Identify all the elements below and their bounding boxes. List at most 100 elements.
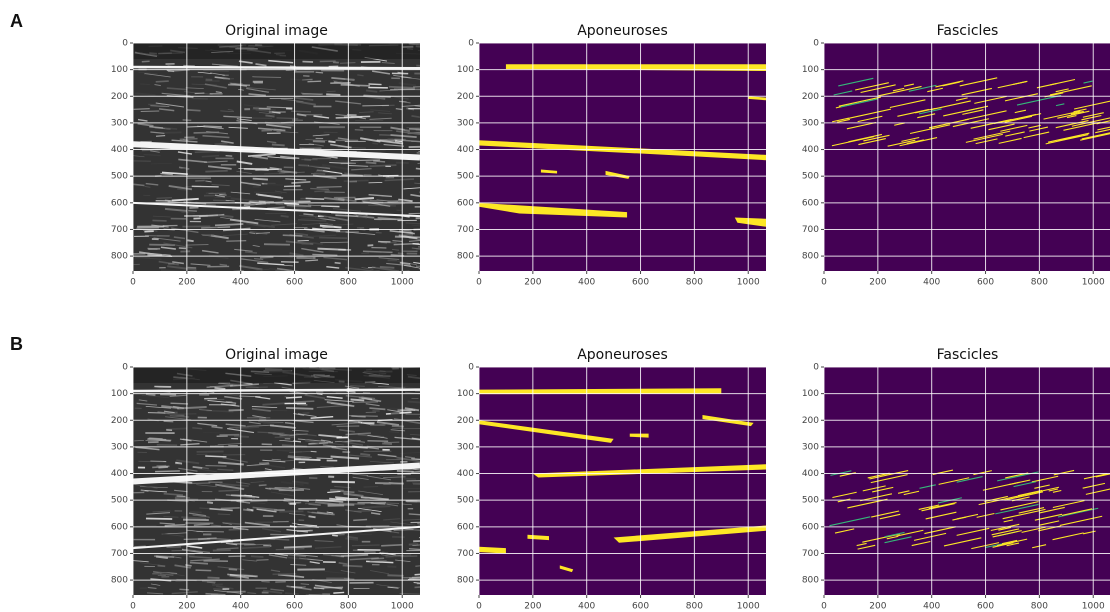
speckle: [397, 471, 414, 472]
speckle: [205, 456, 226, 457]
speckle: [424, 397, 444, 399]
x-tick-label: 1000: [1082, 602, 1105, 612]
y-tick-label: 200: [111, 416, 128, 426]
mask-background: [824, 367, 1110, 595]
x-tick-label: 600: [286, 278, 303, 288]
speckle: [188, 267, 197, 268]
speckle: [423, 66, 446, 70]
speckle: [413, 540, 433, 541]
y-tick-label: 300: [111, 442, 128, 452]
speckle: [354, 511, 372, 512]
speckle: [169, 414, 196, 415]
x-tick-label: 400: [578, 602, 595, 612]
y-tick-label: 700: [802, 225, 819, 235]
mask-background: [824, 43, 1110, 271]
aponeurosis-line: [133, 390, 420, 391]
speckle: [399, 101, 406, 102]
image-panel: [824, 43, 1110, 271]
speckle: [424, 89, 436, 91]
speckle: [136, 526, 156, 527]
y-tick-label: 700: [802, 549, 819, 559]
speckle: [204, 399, 224, 400]
speckle: [425, 148, 448, 152]
y-tick-label: 200: [802, 92, 819, 102]
speckle: [203, 126, 222, 127]
speckle: [408, 402, 427, 403]
speckle: [309, 516, 316, 517]
y-tick-label: 0: [122, 363, 128, 373]
speckle: [134, 109, 150, 110]
speckle: [207, 502, 213, 503]
y-tick-label: 600: [802, 522, 819, 532]
speckle: [194, 132, 220, 133]
image-panel: [479, 43, 766, 271]
y-tick-label: 800: [802, 576, 819, 586]
speckle: [304, 159, 311, 160]
speckle: [381, 545, 402, 546]
y-tick-label: 500: [457, 172, 474, 182]
speckle: [422, 152, 433, 153]
speckle: [382, 271, 409, 272]
y-tick-label: 600: [111, 522, 128, 532]
speckle: [205, 466, 226, 467]
speckle: [412, 577, 431, 578]
y-tick-label: 400: [802, 145, 819, 155]
speckle: [286, 408, 313, 409]
x-tick-label: 400: [923, 278, 940, 288]
panel-title: Aponeuroses: [577, 347, 668, 363]
speckle: [205, 171, 227, 172]
speckle: [301, 584, 309, 585]
speckle: [229, 410, 244, 411]
panel-letter: A: [10, 11, 23, 31]
x-tick-label: 200: [869, 602, 886, 612]
y-tick-label: 500: [802, 496, 819, 506]
speckle: [251, 556, 264, 557]
speckle: [427, 423, 452, 425]
speckle: [366, 162, 377, 163]
x-tick-label: 400: [578, 278, 595, 288]
y-tick-label: 700: [111, 225, 128, 235]
x-tick-label: 800: [340, 602, 357, 612]
speckle: [406, 501, 430, 502]
y-tick-label: 600: [457, 198, 474, 208]
speckle: [372, 143, 378, 144]
speckle: [229, 569, 237, 570]
speckle: [149, 438, 162, 439]
speckle: [185, 245, 208, 246]
speckle: [218, 514, 230, 515]
x-tick-label: 600: [977, 278, 994, 288]
speckle: [202, 581, 216, 582]
y-tick-label: 200: [457, 92, 474, 102]
y-tick-label: 400: [457, 469, 474, 479]
top-edge: [133, 43, 420, 59]
mask-background: [479, 367, 766, 595]
speckle: [246, 387, 268, 388]
speckle: [185, 565, 191, 566]
speckle: [350, 271, 379, 272]
speckle: [426, 232, 447, 233]
speckle: [352, 545, 380, 546]
speckle: [400, 594, 428, 595]
speckle: [419, 117, 438, 120]
speckle: [364, 487, 379, 488]
speckle: [156, 81, 169, 82]
speckle: [428, 92, 453, 94]
x-tick-label: 200: [524, 278, 541, 288]
speckle: [341, 85, 370, 86]
panel-title: Original image: [225, 347, 328, 363]
speckle: [368, 84, 381, 85]
y-tick-label: 300: [457, 442, 474, 452]
speckle: [165, 128, 177, 129]
speckle: [187, 126, 205, 127]
y-tick-label: 800: [111, 252, 128, 262]
speckle: [427, 585, 439, 586]
panel-title: Fascicles: [937, 23, 999, 39]
y-tick-label: 300: [802, 442, 819, 452]
speckle: [404, 479, 416, 480]
speckle: [305, 260, 318, 261]
speckle: [307, 81, 321, 82]
image-panel: [479, 367, 766, 595]
speckle: [326, 94, 340, 95]
speckle: [370, 165, 397, 166]
speckle: [281, 216, 289, 217]
